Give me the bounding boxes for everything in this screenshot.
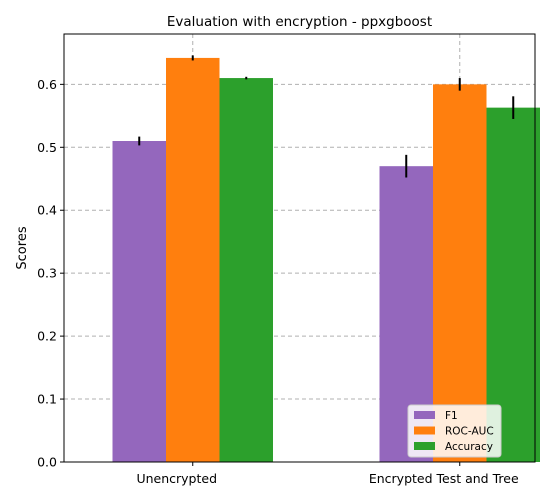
legend: F1 ROC-AUC Accuracy xyxy=(407,404,502,458)
axes: 0.0 0.1 0.2 0.3 0.4 0.5 0.6 Unencrypted Encrypte… xyxy=(37,77,519,486)
legend-swatch xyxy=(414,411,435,419)
bar-accuracy xyxy=(219,78,273,462)
legend-label: Accuracy xyxy=(445,441,493,453)
legend-swatch xyxy=(414,426,435,435)
y-tick-label: 0.4 xyxy=(37,203,57,218)
chart-title: Evaluation with encryption - ppxgboost xyxy=(167,14,432,30)
x-tick-label: Encrypted Test and Tree xyxy=(369,471,519,486)
bar-roc-auc xyxy=(433,84,487,463)
bar-accuracy xyxy=(486,107,540,462)
y-tick-label: 0.6 xyxy=(37,77,57,92)
y-tick-label: 0.2 xyxy=(37,329,57,344)
bar-f1 xyxy=(112,141,166,462)
bars xyxy=(112,57,540,463)
y-axis-title: Scores xyxy=(15,226,30,269)
legend-label: ROC-AUC xyxy=(445,426,494,438)
y-tick-label: 0.1 xyxy=(37,392,57,407)
legend-swatch xyxy=(414,442,435,450)
y-tick-label: 0.5 xyxy=(37,140,57,155)
legend-label: F1 xyxy=(445,410,458,422)
plot-frame xyxy=(63,33,536,463)
y-tick-label: 0.0 xyxy=(37,455,57,470)
y-tick-label: 0.3 xyxy=(37,266,57,281)
bar-roc-auc xyxy=(166,57,220,462)
x-tick-label: Unencrypted xyxy=(136,471,217,486)
error-bars xyxy=(138,55,515,178)
